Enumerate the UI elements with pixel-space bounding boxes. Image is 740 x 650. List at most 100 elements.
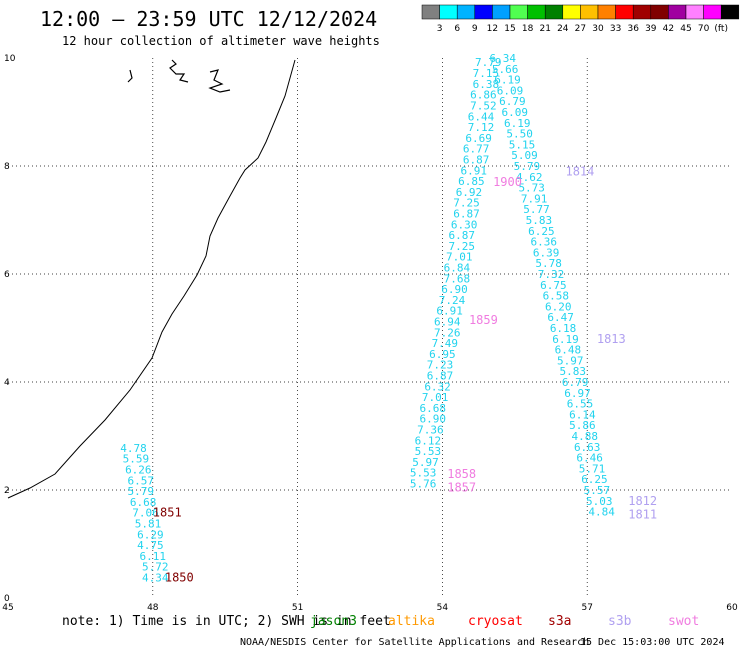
wave-height-value: 5.86 [569,419,596,432]
x-tick-label: 60 [726,603,738,613]
wave-height-value: 6.92 [456,186,483,199]
x-tick-label: 57 [581,603,592,613]
wave-height-value: 6.77 [463,143,490,156]
wave-height-value: 6.19 [552,333,579,346]
wave-height-value: 5.83 [559,365,586,378]
scale-swatch [544,4,564,20]
x-tick-label: 54 [437,603,449,613]
wave-height-value: 7.79 [475,56,502,69]
scale-label: 12 [487,24,498,34]
wave-height-value: 4.75 [137,539,164,552]
wave-height-readings: 4.785.596.266.575.796.687.065.816.294.75… [120,52,615,584]
scale-label: 45 [680,24,691,34]
scale-swatch [632,4,652,20]
wave-height-value: 6.11 [140,550,167,563]
y-tick-label: 4 [4,378,10,388]
wave-height-value: 7.06 [132,507,159,520]
satellite-legend-item: swot [668,614,699,629]
scale-swatch [580,4,599,20]
wave-height-value: 5.03 [586,495,613,508]
island-features [127,59,231,93]
wave-height-value: 6.75 [540,279,567,292]
wave-height-value: 6.26 [125,463,152,476]
scale-label: 33 [610,24,621,34]
wave-height-value: 6.87 [453,208,480,221]
scale-label: 30 [592,24,604,34]
wave-height-value: 6.09 [497,84,524,97]
satellite-legend-item: altika [388,614,435,629]
wave-height-value: 5.73 [518,182,545,195]
wave-height-value: 7.25 [448,240,475,253]
wave-height-value: 5.66 [492,63,519,76]
pass-time-label: 1900 [493,175,522,189]
wave-height-value: 7.24 [439,294,466,307]
scale-label: 15 [504,24,515,34]
wave-height-value: 4.78 [120,442,147,455]
scale-label: 39 [645,24,657,34]
scale-label: 3 [437,24,443,34]
scale-swatch [703,4,722,20]
scale-label: 21 [539,24,550,34]
axis-tick-labels: 45 48 51 54 57 60 0 2 4 6 8 10 [2,54,738,613]
satellite-legend-item: jason3 [310,614,357,629]
wave-height-value: 5.15 [509,138,536,151]
scale-swatch [456,4,476,20]
x-tick-label: 45 [2,603,13,613]
wave-height-value: 5.72 [142,561,169,574]
wave-height-value: 7.36 [417,424,444,437]
wave-height-value: 6.25 [528,225,555,238]
wave-height-value: 6.44 [468,110,495,123]
footer: note: 1) Time is in UTC; 2) SWH is in fe… [62,614,725,648]
wave-height-value: 7.52 [470,100,497,113]
scale-swatch [474,4,493,20]
scale-swatch [668,4,687,20]
wave-height-value: 6.79 [562,376,589,389]
credit-left: NOAA/NESDIS Center for Satellite Applica… [240,637,589,648]
wave-height-value: 5.79 [514,160,541,173]
wave-height-value: 6.12 [415,434,442,447]
y-tick-label: 8 [4,162,10,172]
satellite-legend-item: cryosat [468,614,523,629]
pass-time-label: 1811 [628,507,657,521]
footer-note: note: 1) Time is in UTC; 2) SWH is in fe… [62,614,391,629]
wave-height-value: 5.53 [410,467,437,480]
wave-height-value: 6.69 [465,132,492,145]
scale-label: 9 [472,24,478,34]
wave-height-value: 6.90 [441,283,468,296]
scale-label: 24 [557,24,569,34]
wave-height-value: 6.32 [424,380,451,393]
gridlines [8,58,732,598]
y-tick-label: 10 [4,54,16,64]
pass-time-label: 1859 [469,313,498,327]
pass-time-label: 1812 [628,494,657,508]
wave-height-value: 6.47 [547,311,574,324]
island [127,69,133,83]
wave-height-value: 6.63 [574,441,601,454]
y-tick-label: 0 [4,594,10,604]
pass-time-label: 1813 [597,332,626,346]
wave-height-value: 5.76 [410,478,437,491]
wave-height-value: 6.68 [419,402,446,415]
wave-height-value: 6.48 [555,344,582,357]
wave-height-value: 6.19 [504,117,531,130]
wave-height-value: 6.25 [581,473,608,486]
wave-height-value: 6.68 [130,496,157,509]
scale-swatch [492,4,511,20]
wave-height-value: 5.57 [584,484,611,497]
wave-height-value: 7.68 [444,272,471,285]
wave-height-value: 5.81 [135,517,162,530]
scale-label: (ft) [714,24,728,34]
wave-height-value: 6.34 [489,52,516,65]
scale-swatch [509,4,528,20]
wave-height-value: 6.95 [429,348,456,361]
scale-swatch [439,4,458,20]
satellite-legend-item: s3b [608,614,632,629]
wave-height-value: 5.59 [123,453,150,466]
wave-height-value: 5.09 [511,149,538,162]
wave-height-value: 4.62 [516,171,543,184]
coastline [7,59,296,499]
wave-height-value: 6.39 [533,246,560,259]
wave-height-value: 6.36 [531,236,558,249]
